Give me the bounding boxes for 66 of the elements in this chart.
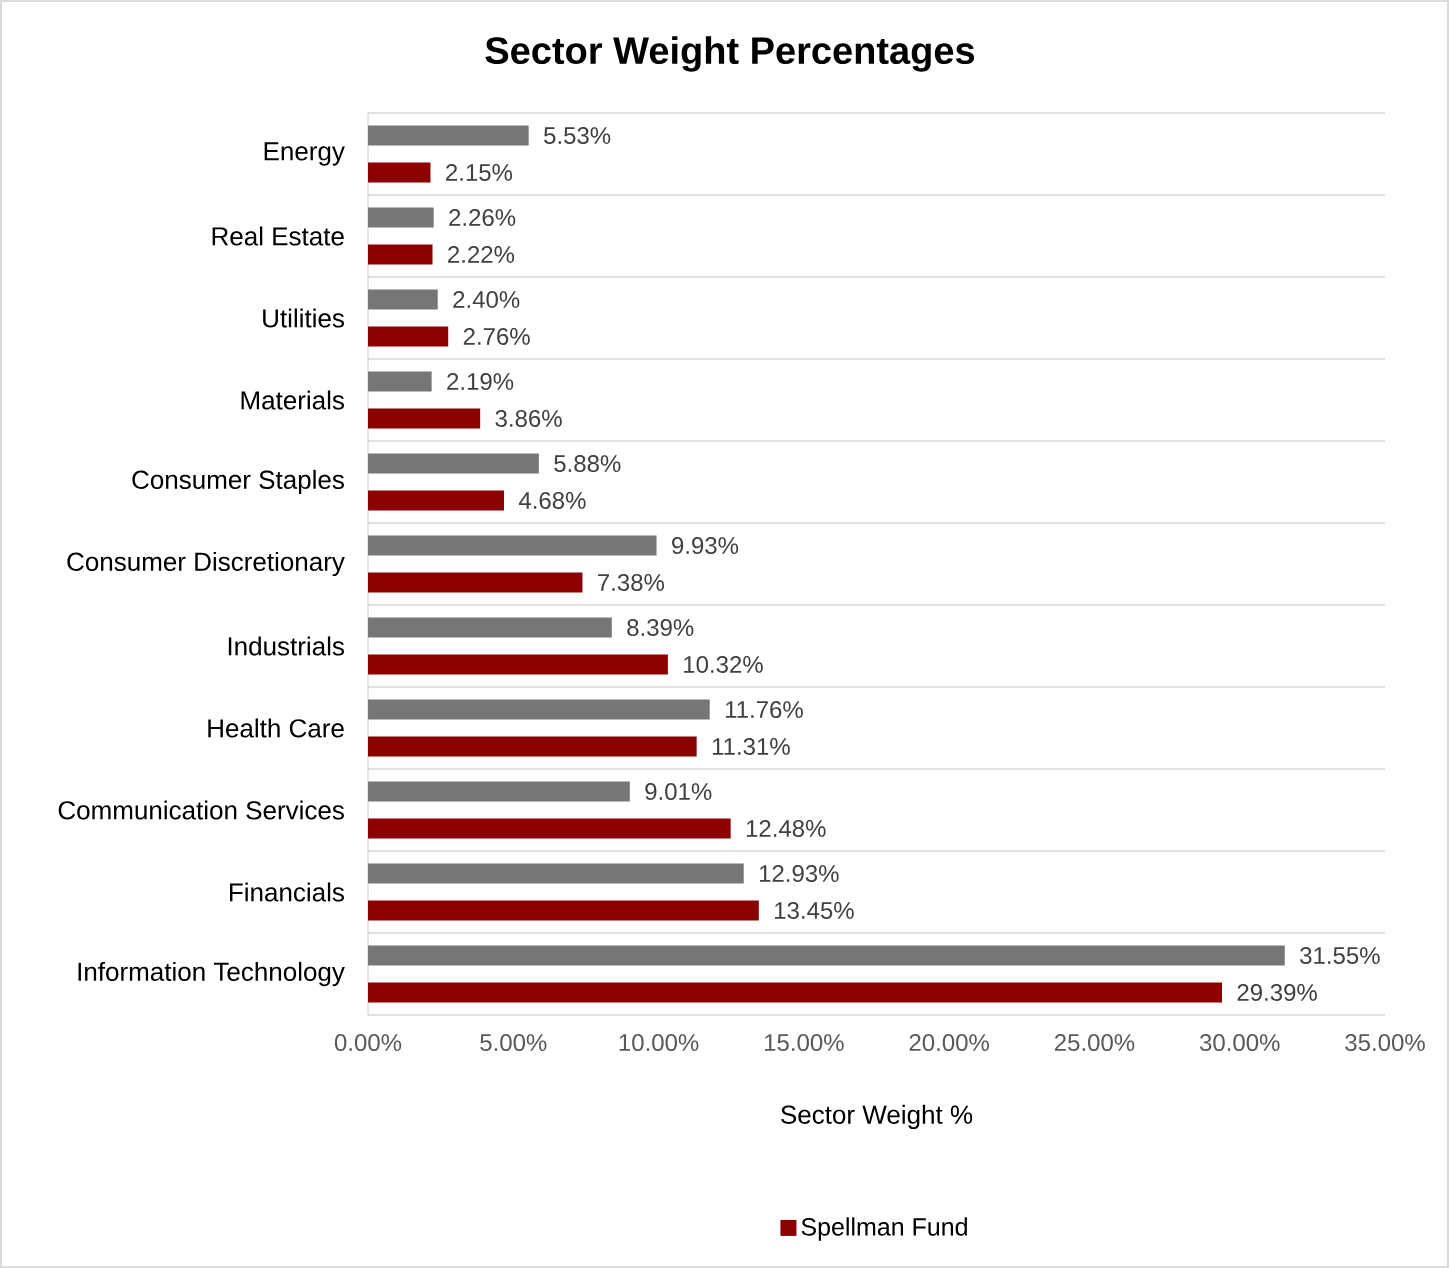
bar [368, 699, 710, 720]
bar [368, 900, 759, 921]
data-label: 9.01% [645, 783, 712, 801]
x-tick-label: 30.00% [1199, 1034, 1280, 1052]
x-tick-label: 35.00% [1345, 1034, 1425, 1052]
data-label: 2.26% [449, 209, 516, 227]
bar [368, 736, 697, 757]
x-tick-label: 15.00% [764, 1034, 844, 1052]
y-tick-label: Industrials [228, 636, 344, 656]
y-tick-label: Materials [241, 390, 344, 410]
data-label: 29.39% [1237, 983, 1317, 1001]
bar [368, 781, 630, 802]
bar [368, 617, 612, 638]
y-tick-label: Information Technology [78, 961, 345, 987]
y-tick-label: Consumer Staples [132, 469, 344, 495]
data-label: 3.86% [495, 409, 562, 427]
data-label: 5.53% [544, 127, 611, 145]
data-label: 2.76% [463, 327, 530, 345]
bar [368, 535, 657, 556]
data-label: 2.22% [448, 246, 515, 263]
data-label: 12.48% [746, 819, 826, 837]
data-label: 12.93% [759, 865, 839, 883]
y-tick-label: Utilities [263, 308, 344, 328]
data-label: 31.55% [1300, 947, 1380, 965]
chart-title: Sector Weight Percentages [485, 36, 975, 72]
bar [368, 490, 504, 511]
y-tick-label: Real Estate [212, 226, 344, 246]
bar [368, 982, 1222, 1003]
x-tick-label: 20.00% [909, 1034, 989, 1052]
bar [368, 654, 668, 675]
bar [368, 818, 731, 839]
data-label: 10.32% [684, 655, 763, 673]
bar [368, 244, 433, 265]
legend-label: Spellman Fund [801, 1217, 967, 1241]
bar [368, 572, 583, 593]
bar [368, 945, 1285, 966]
bar [368, 289, 438, 310]
bar [368, 162, 431, 183]
y-tick-label: Energy [264, 142, 345, 166]
data-label: 2.15% [446, 163, 513, 181]
bar [368, 863, 744, 884]
bar [368, 326, 449, 347]
x-tick-label: 0.00% [334, 1034, 402, 1052]
data-label: 4.68% [518, 491, 586, 509]
x-tick-label: 5.00% [480, 1034, 547, 1052]
data-label: 11.76% [725, 701, 803, 719]
x-tick-label: 10.00% [619, 1034, 699, 1052]
data-label: 11.31% [712, 737, 790, 755]
data-label: 2.19% [447, 373, 514, 391]
bar [368, 408, 481, 429]
data-label: 7.38% [598, 573, 665, 591]
y-tick-label: Financials [230, 882, 344, 902]
bar [368, 371, 432, 392]
x-tick-label: 25.00% [1054, 1034, 1135, 1052]
data-label: 8.39% [627, 619, 694, 637]
bar [368, 453, 539, 474]
y-tick-label: Communication Services [58, 800, 344, 820]
x-axis-title: Sector Weight % [781, 1104, 973, 1130]
data-label: 2.40% [453, 291, 520, 309]
bar [368, 125, 529, 146]
y-tick-label: Health Care [208, 718, 344, 738]
data-label: 5.88% [554, 455, 621, 473]
data-label: 13.45% [775, 901, 854, 919]
data-label: 9.93% [672, 537, 739, 555]
bar [368, 207, 434, 228]
y-tick-label: Consumer Discretionary [67, 551, 345, 577]
